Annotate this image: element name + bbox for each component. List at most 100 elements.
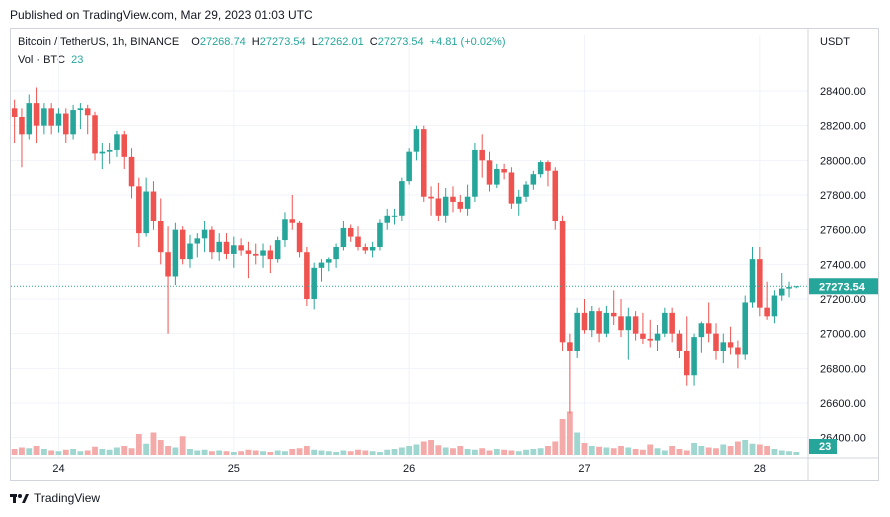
volume-bar xyxy=(771,449,778,455)
volume-bar xyxy=(165,446,171,455)
candle-body xyxy=(778,288,785,296)
candle-body xyxy=(267,250,274,260)
candle-body xyxy=(691,337,697,376)
volume-bar xyxy=(84,450,91,455)
volume-bar xyxy=(713,448,719,455)
close-value: 27273.54 xyxy=(377,36,424,48)
volume-bar xyxy=(632,449,639,455)
volume-bar xyxy=(187,449,193,455)
candle-body xyxy=(274,240,281,260)
candle-body xyxy=(618,316,624,331)
volume-bar xyxy=(457,446,464,455)
volume-bar xyxy=(428,440,434,455)
volume-bar xyxy=(720,444,727,455)
volume-bar xyxy=(311,449,318,455)
volume-bar xyxy=(267,452,274,455)
volume-bar xyxy=(26,448,33,455)
candle-body xyxy=(632,316,639,334)
volume-label[interactable]: Vol · BTC xyxy=(18,54,66,66)
candle-body xyxy=(41,108,47,126)
candle-body xyxy=(727,342,734,348)
volume-bar xyxy=(194,450,201,455)
candle-body xyxy=(77,108,84,111)
volume-bar xyxy=(282,451,288,455)
candle-body xyxy=(581,312,588,331)
candle-body xyxy=(92,115,98,154)
candle-body xyxy=(347,227,354,237)
price-tick-label: 27200.00 xyxy=(820,294,866,306)
candle-body xyxy=(216,241,222,253)
chart-frame[interactable] xyxy=(10,28,879,481)
candle-body xyxy=(596,311,602,334)
candle-body xyxy=(106,149,113,152)
volume-bar xyxy=(537,448,544,455)
volume-bar xyxy=(70,449,77,455)
price-tick-label: 26800.00 xyxy=(820,363,866,375)
volume-bar xyxy=(384,449,391,455)
candle-body xyxy=(508,172,515,204)
volume-bar xyxy=(143,443,150,455)
volume-bar xyxy=(691,443,697,455)
price-tick-label: 27800.00 xyxy=(820,190,866,202)
brand-name[interactable]: TradingView xyxy=(34,491,101,505)
candle-body xyxy=(676,333,683,351)
candle-body xyxy=(289,219,296,223)
candle-body xyxy=(486,160,493,185)
candle-body xyxy=(494,169,500,185)
volume-bar xyxy=(201,449,208,455)
candle-body xyxy=(362,247,369,251)
candle-body xyxy=(231,245,237,254)
volume-bar xyxy=(596,446,603,455)
candle-body xyxy=(735,347,741,355)
price-tick-label: 28200.00 xyxy=(820,121,866,133)
candle-body xyxy=(647,338,654,341)
time-tick-label: 25 xyxy=(228,463,240,475)
price-tick-label: 26600.00 xyxy=(820,398,866,410)
volume-bar xyxy=(19,447,25,455)
candle-body xyxy=(304,252,310,299)
high-label: H xyxy=(251,36,260,48)
volume-bar xyxy=(625,447,632,455)
low-label: L xyxy=(311,36,318,48)
currency-label[interactable]: USDT xyxy=(820,36,850,48)
volume-bar xyxy=(135,434,142,455)
volume-bar xyxy=(523,449,529,455)
candle-body xyxy=(121,134,128,157)
volume-bar xyxy=(55,451,62,455)
candle-body xyxy=(245,250,252,254)
candle-body xyxy=(442,196,449,216)
volume-bar xyxy=(121,446,128,455)
candle-body xyxy=(720,342,727,351)
volume-bar xyxy=(749,443,756,455)
volume-bar xyxy=(150,432,157,455)
volume-bar xyxy=(216,450,223,455)
candle-body xyxy=(589,311,595,331)
candle-body xyxy=(209,229,215,253)
candle-body xyxy=(136,186,142,234)
volume-bar xyxy=(786,451,792,455)
candle-body xyxy=(435,198,442,216)
volume-bar xyxy=(464,449,471,455)
volume-bar xyxy=(208,451,215,455)
candle-body xyxy=(749,259,756,303)
candle-body xyxy=(384,215,391,223)
candle-body xyxy=(501,169,507,173)
candle-body xyxy=(311,267,317,299)
volume-bar xyxy=(260,451,266,455)
price-tick-label: 28400.00 xyxy=(820,86,866,98)
volume-bar xyxy=(99,449,106,455)
candle-body xyxy=(157,221,164,253)
last-volume-label: 23 xyxy=(819,441,831,453)
volume-bar xyxy=(377,452,383,455)
volume-bar xyxy=(92,446,98,455)
volume-bar xyxy=(128,448,135,455)
price-tick-label: 27000.00 xyxy=(820,329,866,341)
volume-bar xyxy=(566,411,573,455)
volume-bar xyxy=(420,441,427,455)
volume-bar xyxy=(588,446,595,455)
volume-bar xyxy=(734,441,741,455)
candle-body xyxy=(662,312,668,334)
candle-body xyxy=(669,312,675,334)
candle-body xyxy=(282,219,288,241)
